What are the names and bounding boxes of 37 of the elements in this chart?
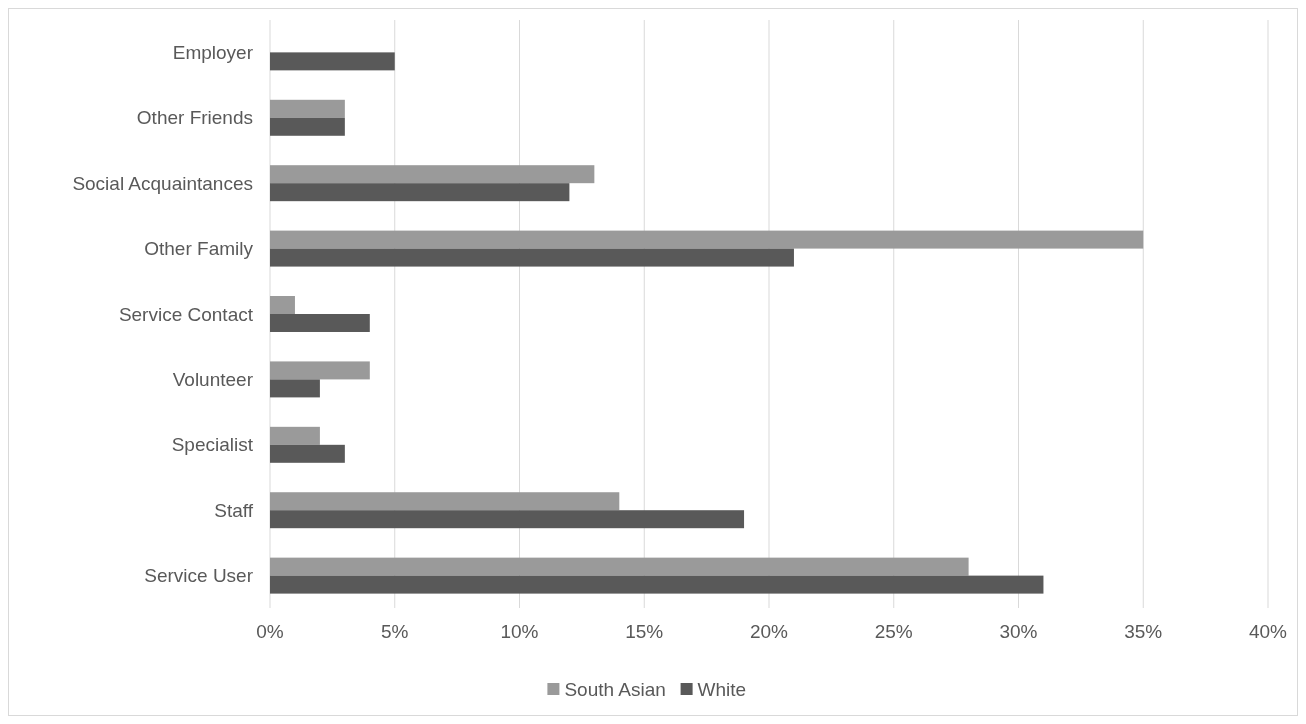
x-tick-label: 10% — [500, 621, 539, 642]
legend-label: White — [697, 678, 747, 700]
x-tick-label: 0% — [256, 621, 284, 642]
bar — [270, 492, 620, 511]
x-tick-label: 5% — [381, 621, 409, 642]
y-tick-label: Other Friends — [136, 107, 253, 129]
x-tick-label: 30% — [999, 621, 1038, 642]
y-tick-label: Other Family — [144, 238, 254, 260]
x-tick-label: 15% — [625, 621, 664, 642]
bar — [270, 361, 370, 380]
y-tick-label: Service User — [144, 565, 254, 587]
bar — [270, 183, 570, 202]
bar — [270, 230, 1144, 249]
bar — [270, 510, 745, 529]
bar — [270, 444, 345, 463]
bar — [270, 379, 320, 398]
y-tick-label: Employer — [172, 41, 254, 63]
x-tick-label: 35% — [1124, 621, 1163, 642]
bar — [270, 117, 345, 136]
bar — [270, 314, 370, 332]
y-tick-label: Staff — [214, 499, 254, 521]
y-tick-label: Volunteer — [172, 368, 254, 390]
bar — [270, 426, 320, 445]
bar — [270, 52, 395, 71]
y-tick-label: Service Contact — [118, 303, 254, 325]
bar — [270, 99, 345, 118]
x-tick-label: 40% — [1248, 621, 1288, 642]
bar — [270, 557, 969, 576]
legend-label: South Asian — [564, 678, 666, 700]
x-tick-label: 20% — [749, 621, 789, 642]
x-tick-label: 25% — [874, 621, 913, 642]
y-tick-label: Specialist — [171, 434, 254, 456]
bar — [270, 575, 1044, 594]
y-tick-label: Social Acquaintances — [72, 172, 253, 194]
bar — [270, 296, 295, 314]
bar — [270, 165, 595, 184]
bar — [270, 248, 794, 267]
